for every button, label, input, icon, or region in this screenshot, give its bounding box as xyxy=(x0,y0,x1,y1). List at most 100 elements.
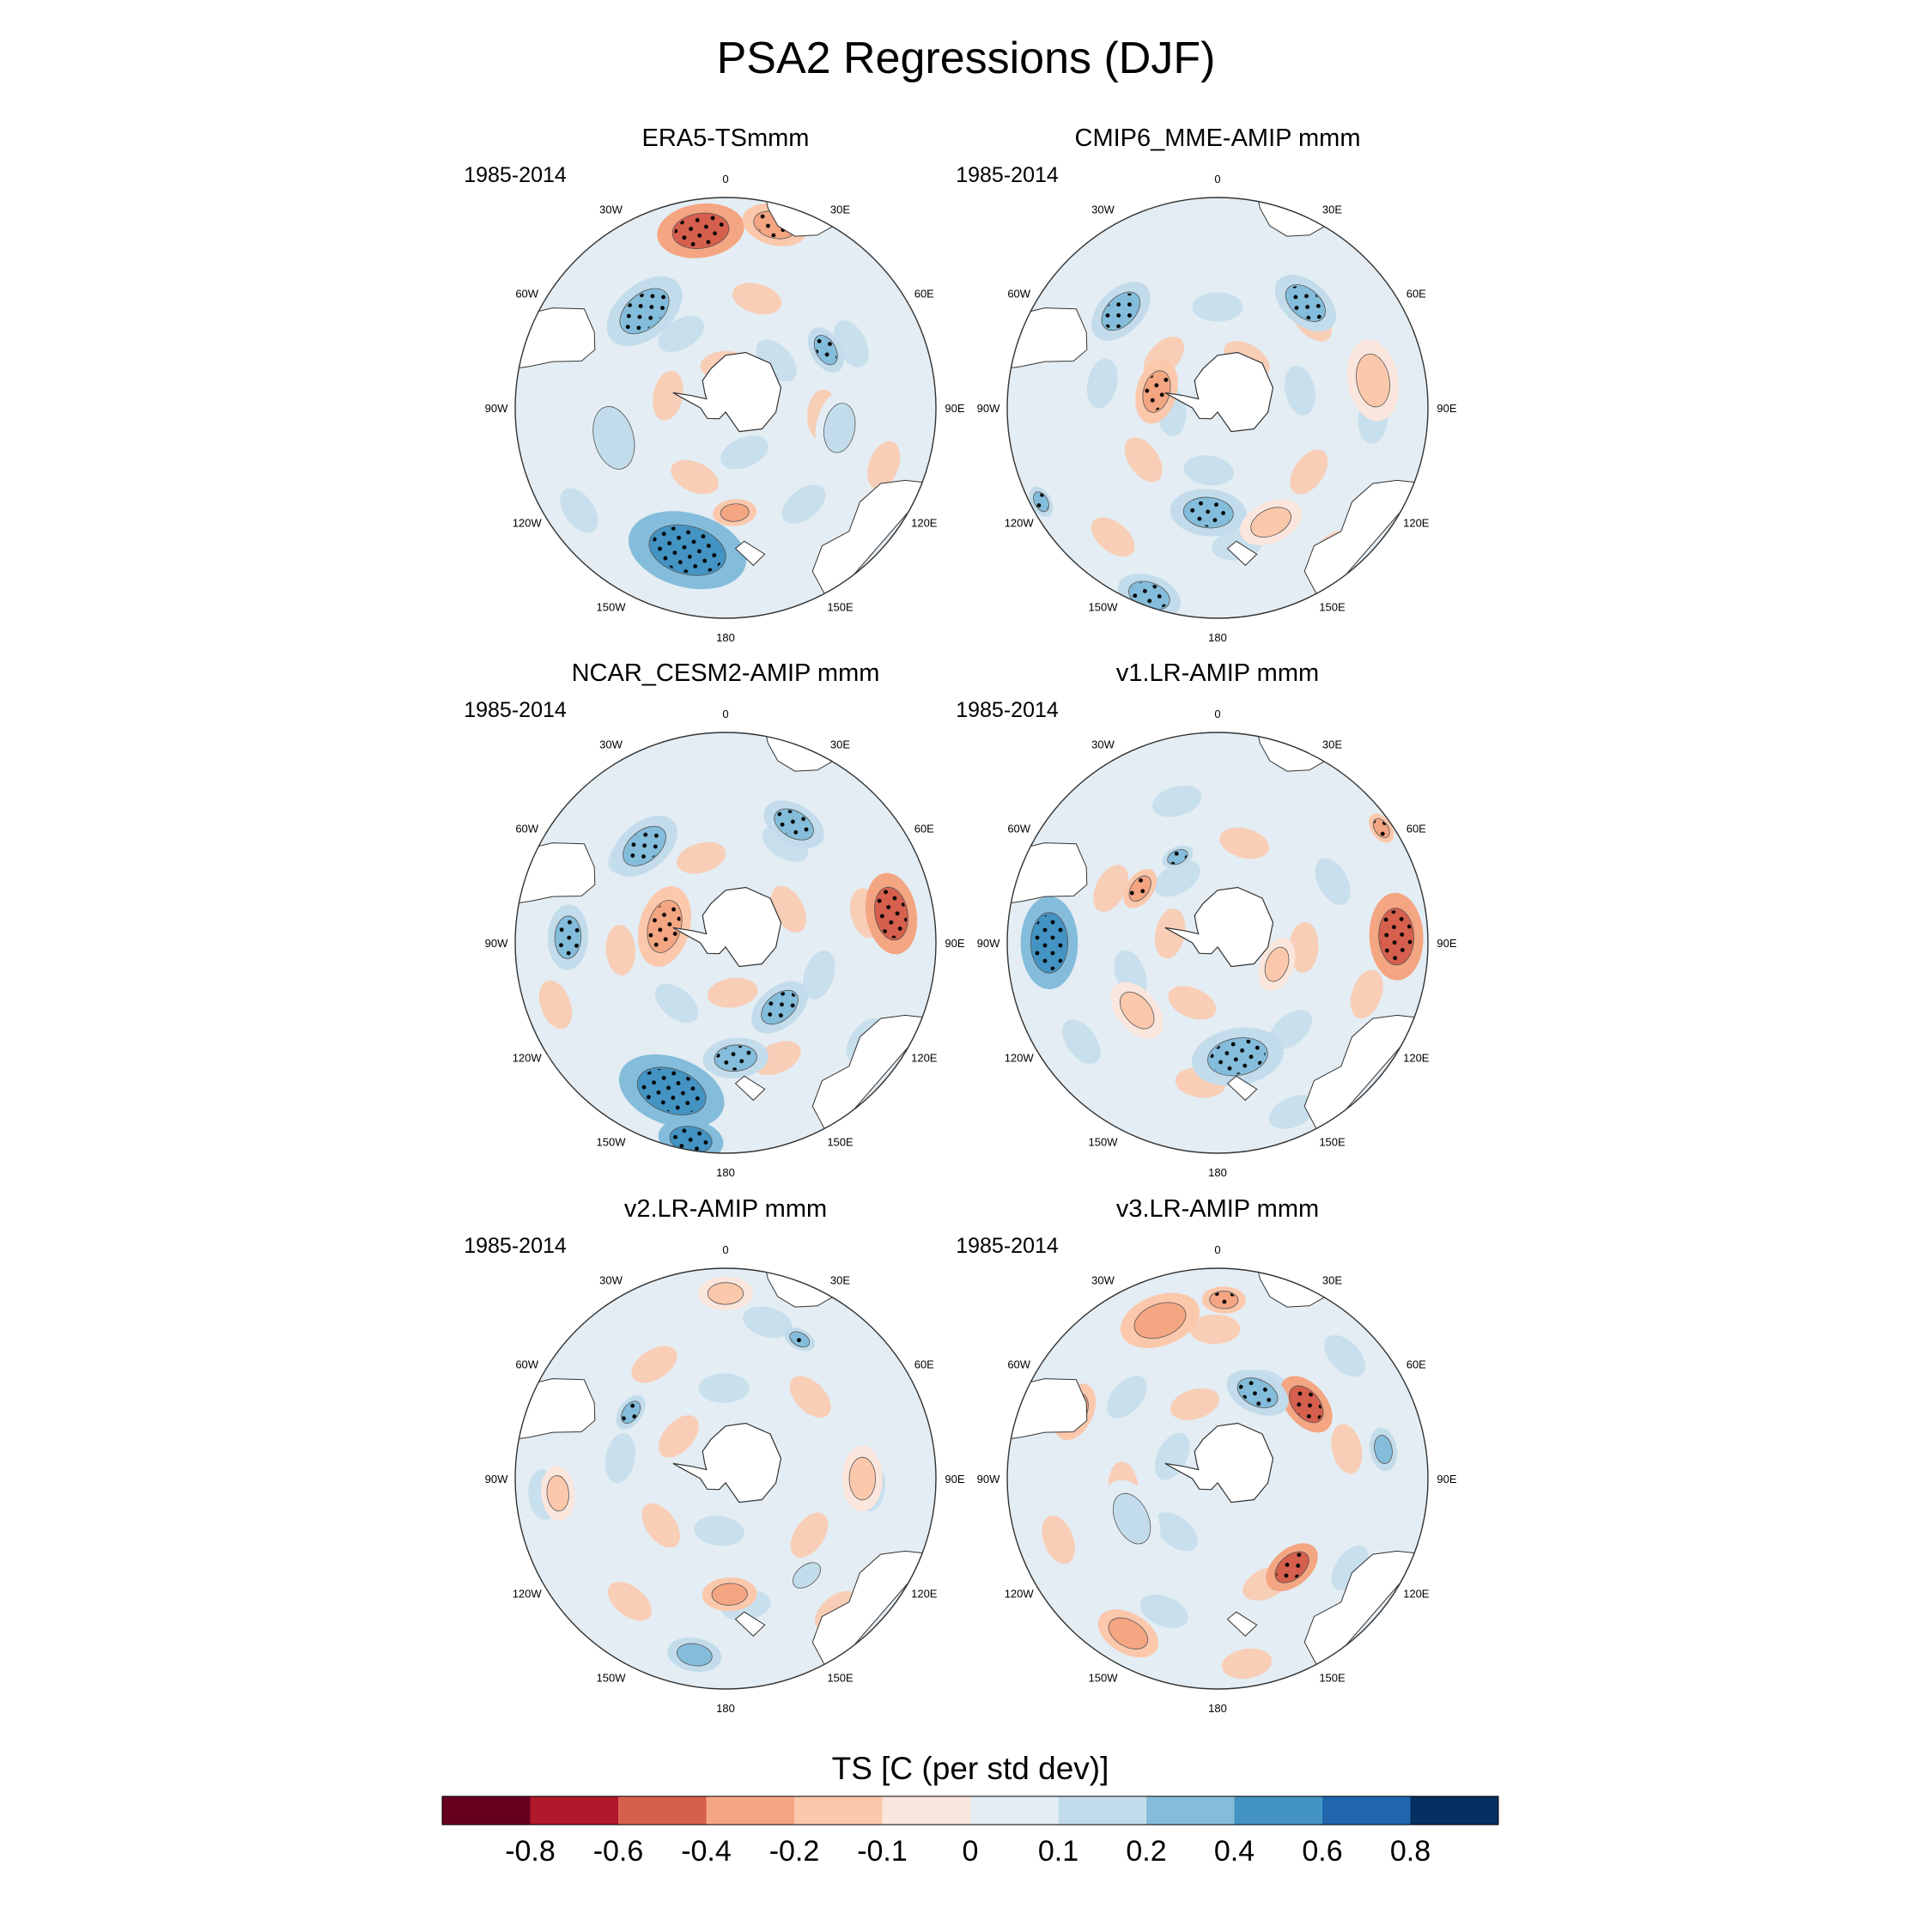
field-patch xyxy=(1042,1515,1075,1564)
longitude-label: 60E xyxy=(914,823,934,835)
significance-stippling xyxy=(1373,819,1389,837)
significance-stippling xyxy=(762,991,797,1024)
field-patch xyxy=(1268,1095,1317,1129)
longitude-label: 60W xyxy=(515,1358,538,1371)
field-layer xyxy=(1007,197,1428,618)
longitude-label: 120W xyxy=(1005,1588,1035,1601)
field-patch xyxy=(1091,517,1135,557)
longitude-label: 30E xyxy=(1322,1274,1342,1287)
longitude-label: 0 xyxy=(722,708,728,720)
field-patch xyxy=(1268,1010,1313,1050)
field-patch xyxy=(1331,1424,1363,1474)
anomaly-core xyxy=(720,503,750,522)
field-patch xyxy=(698,1373,750,1403)
longitude-label: 150W xyxy=(597,1671,627,1684)
field-patch xyxy=(1062,1019,1101,1065)
australia-landmass xyxy=(811,479,934,604)
colorbar-tick-label: -0.2 xyxy=(769,1835,820,1868)
anomaly-core xyxy=(546,1475,569,1512)
significance-stippling xyxy=(1130,877,1151,901)
longitude-label: 150E xyxy=(827,1135,854,1148)
map-boundary xyxy=(514,732,937,1154)
new-zealand-landmass xyxy=(734,1075,766,1102)
anomaly-core xyxy=(1112,1492,1151,1545)
longitude-label: 90E xyxy=(1437,1473,1456,1485)
significance-stippling xyxy=(556,917,580,957)
longitude-label: 30E xyxy=(1322,738,1342,751)
panel-title: v1.LR-AMIP mmm xyxy=(1116,659,1319,687)
new-zealand-landmass xyxy=(1226,1611,1258,1637)
panel-title: v2.LR-AMIP mmm xyxy=(624,1195,827,1223)
significance-stippling xyxy=(1287,286,1324,320)
significance-stippling xyxy=(775,810,812,839)
field-patch xyxy=(790,1512,829,1558)
significance-stippling xyxy=(1144,372,1170,411)
longitude-label: 180 xyxy=(716,631,735,644)
field-patch xyxy=(658,1415,699,1458)
colorbar-outline xyxy=(441,1795,1499,1826)
field-patch xyxy=(560,488,598,533)
colorbar-tick-label: 0.6 xyxy=(1302,1835,1342,1868)
longitude-label: 30E xyxy=(830,738,850,751)
longitude-label: 90E xyxy=(1437,937,1456,950)
significance-stippling xyxy=(1380,910,1413,963)
colorbar-swatch xyxy=(1322,1796,1411,1825)
field-patch xyxy=(1093,865,1128,912)
significance-stippling xyxy=(640,1069,703,1114)
anomaly-core xyxy=(676,1643,713,1667)
longitude-label: 150E xyxy=(827,1671,854,1684)
longitude-label: 150W xyxy=(597,600,627,613)
field-patch xyxy=(1189,1314,1241,1345)
longitude-label: 30E xyxy=(830,204,850,216)
longitude-label: 180 xyxy=(1208,1166,1227,1179)
field-patch xyxy=(1219,827,1269,860)
field-patch xyxy=(1170,1388,1220,1420)
map-boundary xyxy=(1006,1267,1429,1690)
map-panel: 0 30E 60E 90E 120E 150E 180 150W 120W 90W 60W 30W NC… xyxy=(464,659,965,1179)
significance-stippling xyxy=(1276,1552,1308,1582)
field-patch xyxy=(1324,1334,1365,1377)
longitude-label: 120E xyxy=(911,1052,938,1065)
longitude-label: 180 xyxy=(1208,631,1227,644)
colorbar-swatch xyxy=(1410,1796,1499,1825)
field-patch xyxy=(789,1376,831,1418)
longitude-label: 90E xyxy=(945,1473,964,1485)
field-layer xyxy=(515,732,936,1153)
longitude-label: 0 xyxy=(722,173,728,185)
colorbar-swatch xyxy=(882,1796,971,1825)
longitude-label: 150E xyxy=(1319,1135,1346,1148)
field-patch xyxy=(1290,449,1328,495)
field-patch xyxy=(605,925,636,975)
field-layer xyxy=(1007,732,1428,1153)
field-patch xyxy=(743,1306,793,1339)
australia-landmass xyxy=(811,1014,934,1139)
field-patch xyxy=(538,980,573,1030)
field-layer xyxy=(515,1268,936,1689)
significance-stippling xyxy=(715,1046,756,1071)
significance-stippling xyxy=(624,828,665,865)
longitude-label: 90W xyxy=(977,937,1000,950)
longitude-label: 30W xyxy=(599,738,623,751)
longitude-label: 90W xyxy=(485,402,508,415)
field-patch xyxy=(1152,785,1202,817)
significance-stippling xyxy=(1290,1387,1322,1422)
longitude-label: 30W xyxy=(1091,204,1115,216)
colorbar-swatch xyxy=(1058,1796,1147,1825)
anomaly-core xyxy=(592,406,635,470)
field-patch xyxy=(1350,969,1383,1019)
map-boundary xyxy=(514,1267,937,1690)
significance-stippling xyxy=(815,336,837,364)
field-patch xyxy=(1154,860,1200,897)
colorbar-tick-label: -0.6 xyxy=(593,1835,644,1868)
australia-landmass xyxy=(1303,479,1426,604)
longitude-label: 30E xyxy=(1322,204,1342,216)
field-patch xyxy=(658,315,705,353)
panel-title: NCAR_CESM2-AMIP mmm xyxy=(572,659,880,687)
map-boundary xyxy=(1006,197,1429,619)
field-patch xyxy=(676,841,726,874)
field-patch xyxy=(641,1503,680,1548)
colorbar-swatch xyxy=(618,1796,707,1825)
significance-stippling xyxy=(875,889,908,939)
main-title: PSA2 Regressions (DJF) xyxy=(716,33,1216,83)
